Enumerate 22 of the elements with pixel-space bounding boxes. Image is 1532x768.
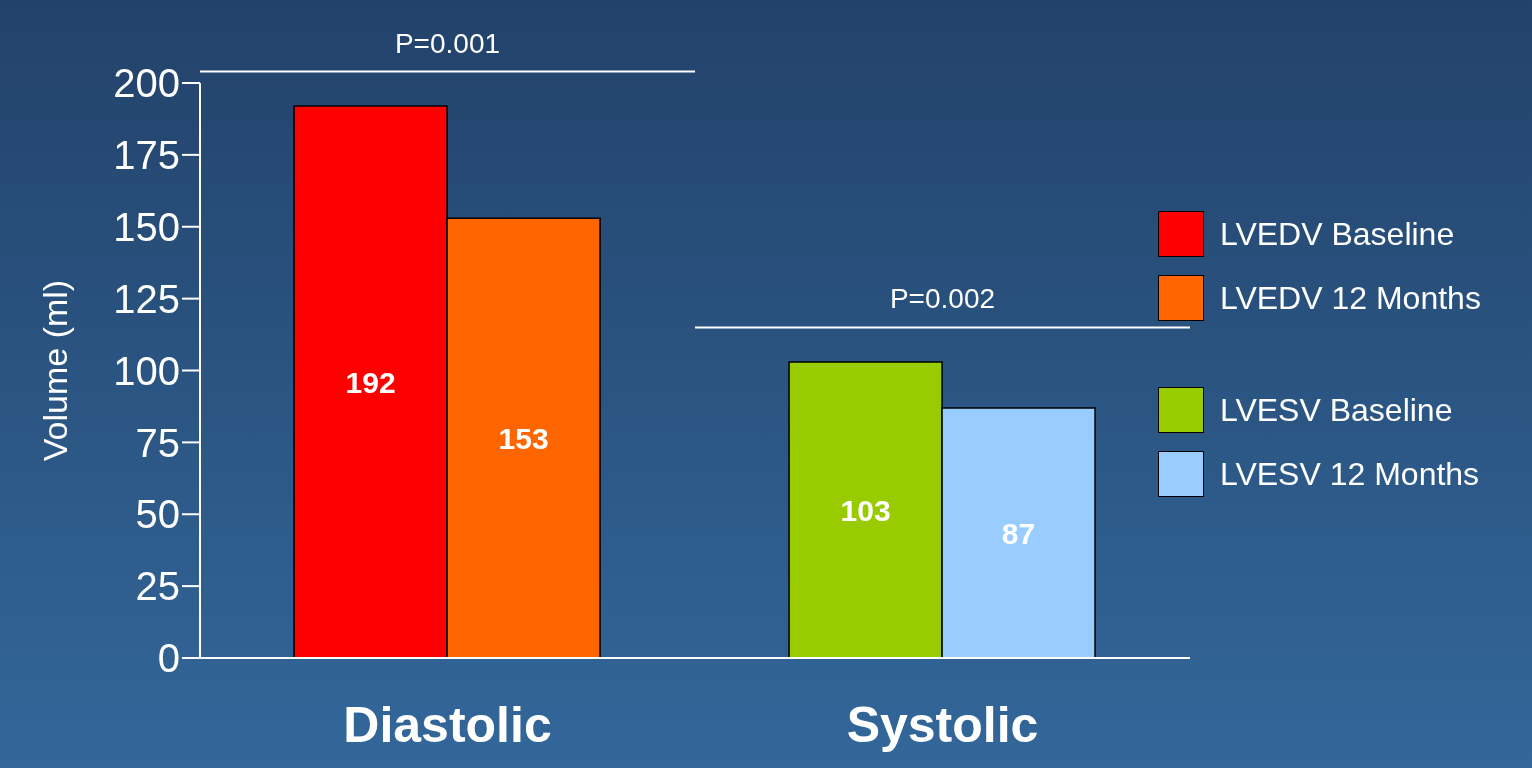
y-tick-label: 50 (135, 492, 180, 537)
legend-label: LVESV 12 Months (1220, 455, 1480, 493)
y-tick-label: 200 (113, 61, 180, 106)
annotation: P=0.002 (889, 283, 996, 315)
y-tick-label: 125 (113, 276, 180, 321)
data-label: 192 (345, 365, 396, 399)
y-tick-label: 75 (135, 420, 180, 465)
y-tick-label: 150 (113, 204, 180, 249)
y-tick-label: 0 (157, 636, 180, 681)
y-tick-label: 25 (135, 564, 180, 609)
y-axis-title: Volume (ml) (36, 279, 75, 462)
x-tick-label: Diastolic (343, 696, 552, 753)
text: P=0.001 (394, 27, 501, 59)
data-label: 103 (840, 493, 891, 527)
x-tick-label: Systolic (846, 696, 1039, 753)
legend-label: LVESV Baseline (1220, 391, 1453, 429)
y-tick-label: 100 (113, 348, 180, 393)
data-label: 153 (498, 421, 549, 455)
y-tick-label: 175 (113, 133, 180, 178)
legend-label: LVEDV Baseline (1220, 215, 1455, 253)
legend-label: LVEDV 12 Months (1220, 279, 1481, 317)
data-label: 87 (1001, 516, 1036, 550)
